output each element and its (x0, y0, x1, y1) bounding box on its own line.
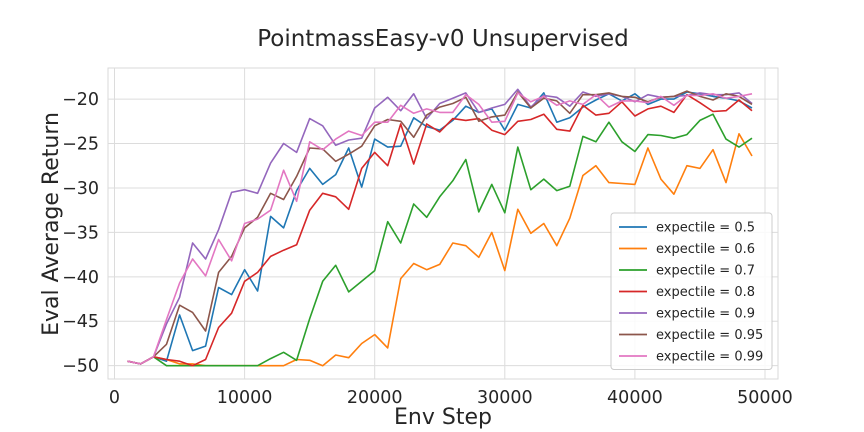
legend-entry: expectile = 0.9 (656, 307, 755, 322)
chart-title: PointmassEasy-v0 Unsupervised (257, 26, 629, 52)
legend-entry: expectile = 0.95 (656, 328, 763, 343)
y-tick-label: −45 (62, 312, 99, 332)
y-axis-label: Eval Average Return (39, 112, 64, 336)
y-tick-label: −40 (62, 268, 99, 288)
x-tick-label: 50000 (737, 388, 793, 408)
legend-entry: expectile = 0.5 (656, 221, 755, 236)
series-line-5 (127, 90, 753, 365)
legend-entry: expectile = 0.99 (656, 350, 763, 365)
x-tick-label: 30000 (477, 388, 533, 408)
legend-entry: expectile = 0.8 (656, 285, 755, 300)
legend-entry: expectile = 0.6 (656, 242, 755, 257)
x-tick-labels: 0 10000 20000 30000 40000 50000 (109, 388, 793, 408)
y-tick-label: −50 (62, 357, 99, 377)
x-tick-label: 40000 (607, 388, 663, 408)
y-tick-label: −35 (62, 223, 99, 243)
legend-box (610, 212, 773, 370)
y-tick-label: −20 (62, 90, 99, 110)
x-tick-label: 20000 (347, 388, 403, 408)
legend-entry: expectile = 0.7 (656, 264, 755, 279)
series-line-3 (127, 93, 753, 367)
y-tick-label: −30 (62, 179, 99, 199)
series-layer (127, 88, 753, 367)
legend: expectile = 0.5 expectile = 0.6 expectile … (610, 212, 773, 370)
y-tick-labels: −50 −45 −40 −35 −30 −25 −20 (62, 90, 99, 377)
series-line-6 (127, 92, 753, 365)
series-line-0 (127, 91, 753, 365)
series-line-4 (127, 88, 753, 365)
x-tick-label: 10000 (217, 388, 273, 408)
y-tick-label: −25 (62, 135, 99, 155)
x-tick-label: 0 (109, 388, 120, 408)
series-line-2 (127, 113, 753, 367)
x-axis-label: Env Step (394, 405, 492, 430)
